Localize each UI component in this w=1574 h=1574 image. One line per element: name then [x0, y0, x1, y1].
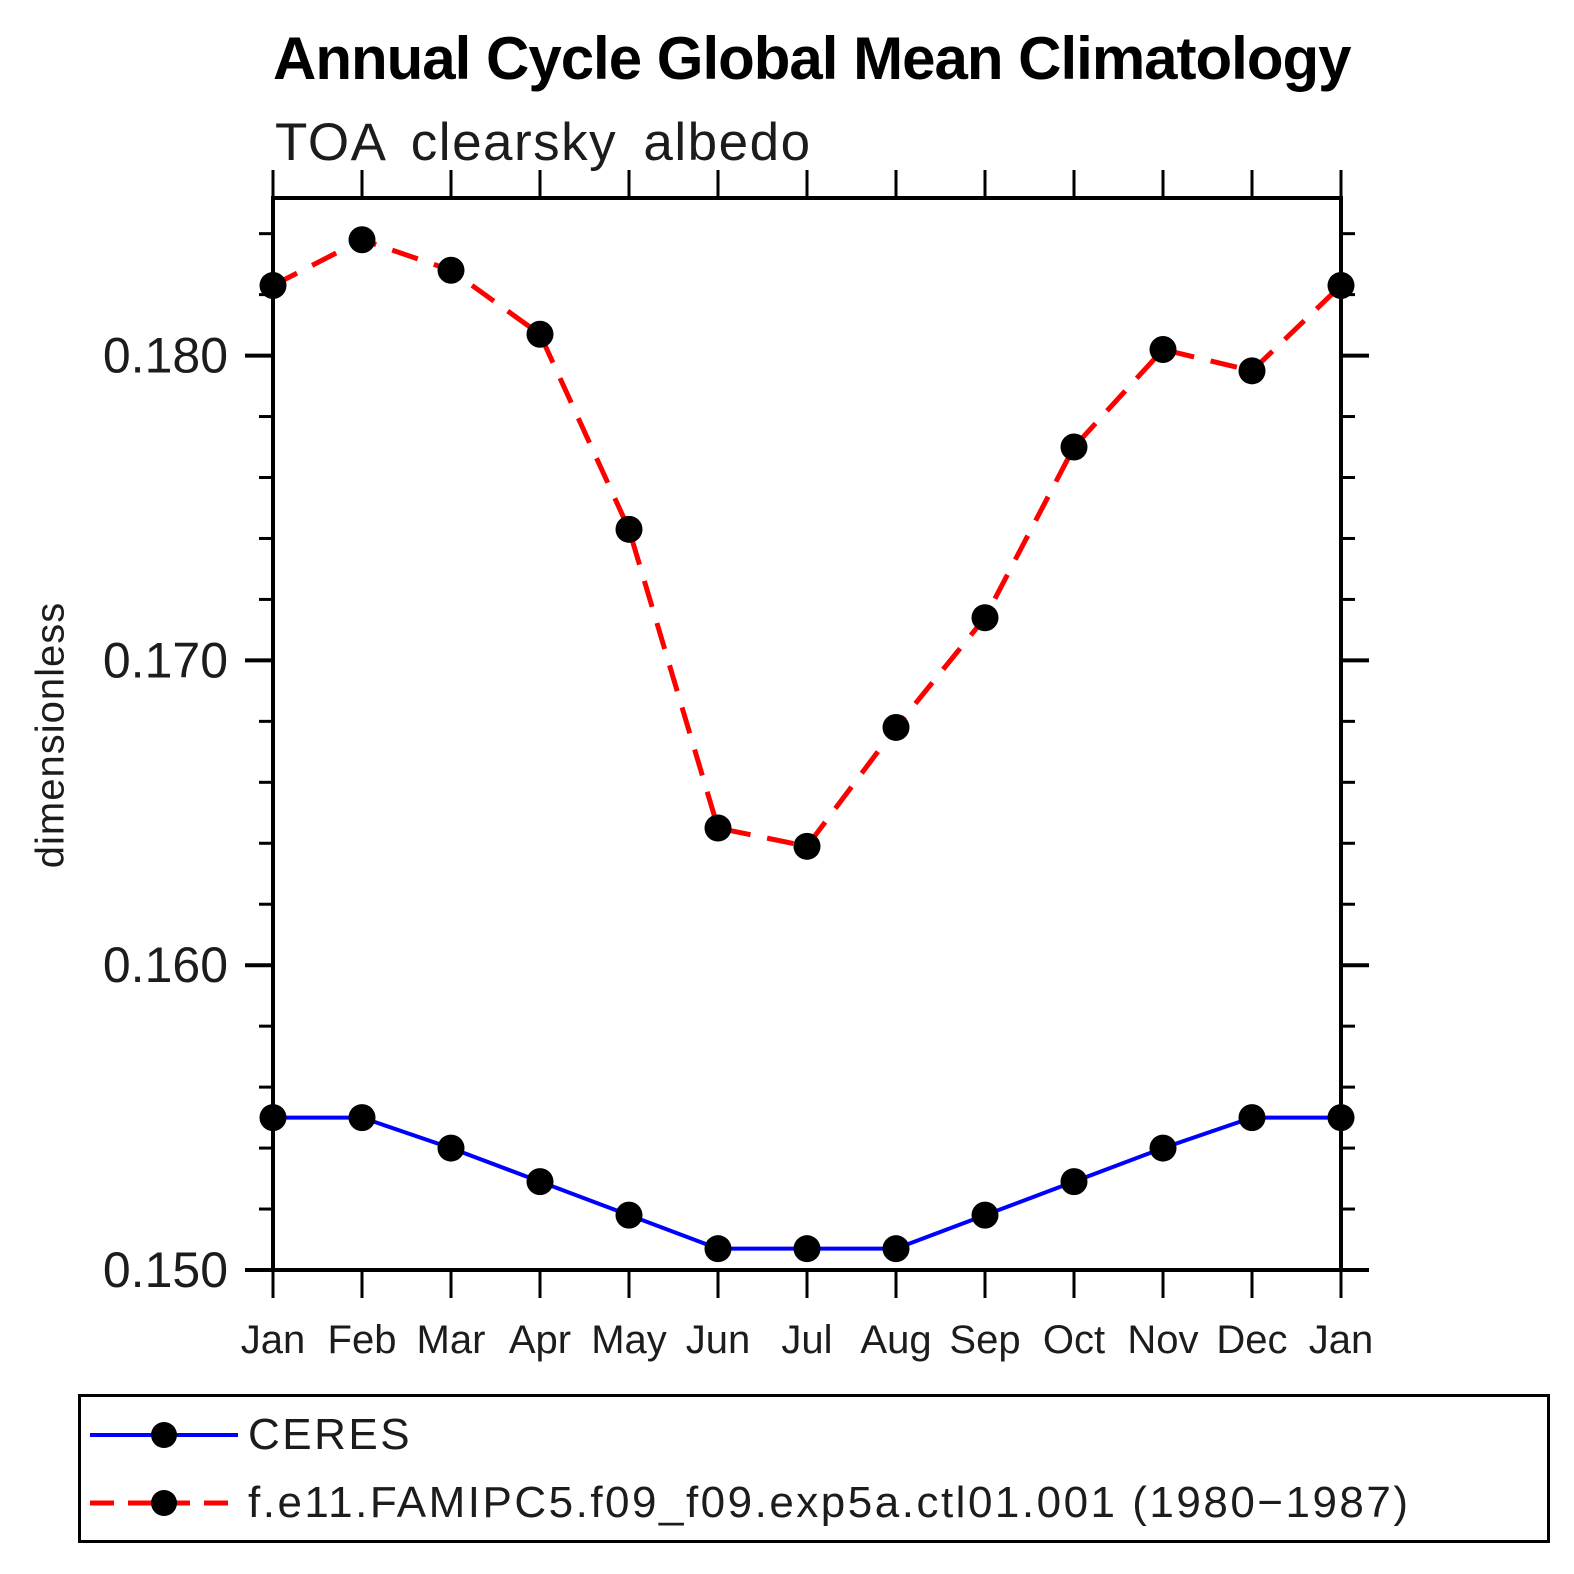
- data-point-marker: [437, 256, 465, 284]
- data-point-marker: [971, 1201, 999, 1229]
- data-point-marker: [615, 1201, 643, 1229]
- x-tick-label: Jan: [241, 1318, 306, 1362]
- data-point-marker: [793, 832, 821, 860]
- series-line-ceres: [273, 1115, 1341, 1251]
- data-point-marker: [1238, 1104, 1266, 1132]
- data-point-marker: [1327, 271, 1355, 299]
- data-point-marker: [1060, 1168, 1088, 1196]
- data-point-marker: [704, 1235, 732, 1263]
- data-point-marker: [526, 1168, 554, 1196]
- data-point-marker: [793, 1235, 821, 1263]
- data-point-marker: [1149, 1134, 1177, 1162]
- data-point-marker: [704, 814, 732, 842]
- y-tick-label: 0.160: [103, 937, 228, 993]
- x-tick-label: Jun: [686, 1318, 751, 1362]
- legend-row: f.e11.FAMIPC5.f09_f09.exp5a.ctl01.001 (1…: [88, 1478, 1411, 1527]
- data-point-marker: [1238, 357, 1266, 385]
- data-point-marker: [882, 1235, 910, 1263]
- data-point-marker: [971, 604, 999, 632]
- x-tick-label: Sep: [949, 1318, 1020, 1362]
- legend-row: CERES: [88, 1410, 412, 1459]
- page-title: Annual Cycle Global Mean Climatology: [273, 25, 1352, 92]
- data-point-marker: [437, 1134, 465, 1162]
- data-point-marker: [348, 1104, 376, 1132]
- chart-canvas: Jan Feb Mar Apr May Jun Jul Aug Sep Oct Nov Dec Jan 0…: [103, 170, 1374, 1362]
- x-tick-label: Oct: [1043, 1318, 1105, 1362]
- data-point-marker: [882, 713, 910, 741]
- legend-marker-icon: [151, 1490, 177, 1516]
- x-tick-label: Jan: [1309, 1318, 1374, 1362]
- legend-line-sample: [90, 1490, 238, 1516]
- legend-marker-icon: [151, 1422, 177, 1448]
- data-point-marker: [1060, 433, 1088, 461]
- data-point-marker: [259, 1104, 287, 1132]
- x-tick-label: May: [591, 1318, 667, 1362]
- x-tick-label: Feb: [328, 1318, 397, 1362]
- data-point-marker: [1149, 335, 1177, 363]
- data-point-marker: [615, 515, 643, 543]
- legend-label: CERES: [248, 1410, 413, 1459]
- y-tick-label: 0.170: [103, 632, 228, 688]
- y-tick-label: 0.180: [103, 328, 228, 384]
- series-line-model: [271, 237, 1343, 850]
- x-tick-label: Aug: [860, 1318, 931, 1362]
- data-point-marker: [1327, 1104, 1355, 1132]
- data-point-marker: [526, 320, 554, 348]
- x-tick-label: Dec: [1216, 1318, 1287, 1362]
- x-tick-label: Jul: [781, 1318, 832, 1362]
- data-point-marker: [348, 226, 376, 254]
- plot-frame: [271, 196, 1343, 1272]
- legend-line-sample: [90, 1422, 238, 1448]
- legend-box: CERES f.e11.FAMIPC5.f09_f09.exp5a.ctl01.0…: [78, 1394, 1550, 1543]
- chart-subtitle: TOA clearsky albedo: [275, 113, 812, 172]
- x-tick-label: Nov: [1127, 1318, 1198, 1362]
- x-tick-label: Apr: [509, 1318, 571, 1362]
- y-tick-label: 0.150: [103, 1242, 228, 1298]
- x-tick-label: Mar: [417, 1318, 486, 1362]
- data-point-marker: [259, 271, 287, 299]
- legend-label: f.e11.FAMIPC5.f09_f09.exp5a.ctl01.001 (1…: [248, 1478, 1411, 1527]
